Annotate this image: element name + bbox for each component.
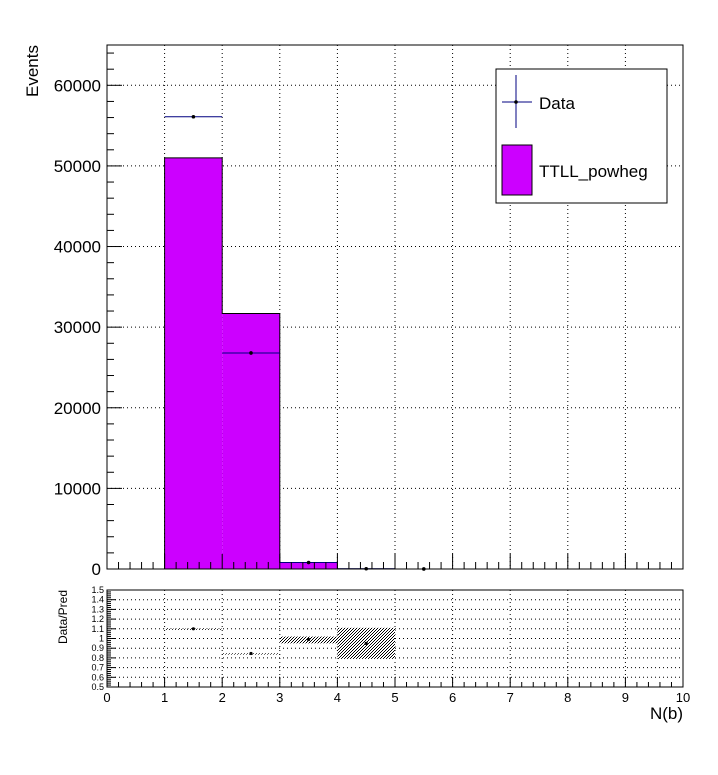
x-tick-label: 6 [449, 690, 456, 705]
x-tick-label: 7 [507, 690, 514, 705]
x-tick-label: 9 [622, 690, 629, 705]
main-y-tick-label: 10000 [54, 479, 101, 498]
x-tick-label: 3 [276, 690, 283, 705]
main-y-tick-label: 20000 [54, 399, 101, 418]
legend-data-label: Data [539, 94, 575, 113]
x-tick-label: 4 [334, 690, 341, 705]
histogram-bar [222, 313, 280, 569]
ratio-point [364, 641, 368, 645]
legend-ttll-swatch [501, 144, 533, 196]
legend: Data TTLL_powheg [495, 68, 668, 204]
main-axis-ticks [106, 52, 684, 570]
ratio-y-tick-label: 1 [99, 634, 104, 644]
ratio-y-tick-label: 0.5 [91, 682, 104, 692]
mc-histogram [164, 157, 454, 570]
legend-ttll-label: TTLL_powheg [539, 162, 648, 181]
ratio-y-axis-title: Data/Pred [56, 590, 70, 644]
histogram-bar [279, 562, 338, 569]
ratio-point [191, 627, 195, 631]
data-point [306, 560, 311, 565]
x-tick-label: 10 [676, 690, 690, 705]
ratio-y-tick-label: 0.6 [91, 672, 104, 682]
ratio-y-tick-label: 0.7 [91, 663, 104, 673]
main-panel: 0 10000 20000 30000 40000 50000 60000 Events D… [23, 44, 684, 579]
ratio-axis-ticks [106, 589, 684, 688]
ratio-y-tick-label: 1.3 [91, 604, 104, 614]
data-point [191, 114, 196, 119]
ratio-y-tick-label: 1.4 [91, 595, 104, 605]
main-y-tick-labels: 0 10000 20000 30000 40000 50000 60000 [54, 76, 101, 579]
ratio-uncertainty-bands [164, 627, 395, 659]
ratio-y-tick-label: 1.5 [91, 585, 104, 595]
main-y-tick-label: 40000 [54, 238, 101, 257]
x-tick-label: 5 [391, 690, 398, 705]
legend-data-marker [502, 75, 532, 128]
x-tick-label: 2 [219, 690, 226, 705]
main-y-tick-label: 60000 [54, 76, 101, 95]
main-y-tick-label: 30000 [54, 318, 101, 337]
ratio-y-tick-label: 1.2 [91, 614, 104, 624]
x-axis-title: N(b) [650, 704, 683, 723]
ratio-y-tick-label: 1.1 [91, 624, 104, 634]
histogram-bar [164, 157, 223, 569]
ratio-y-tick-label: 0.8 [91, 653, 104, 663]
ratio-point [249, 651, 253, 656]
main-y-tick-label: 50000 [54, 157, 101, 176]
data-point [249, 351, 253, 355]
ratio-y-tick-labels: 0.50.60.70.80.911.11.21.31.41.5 [91, 585, 104, 692]
main-y-axis-title: Events [23, 45, 42, 97]
x-tick-label: 1 [161, 690, 168, 705]
x-tick-labels: 0 1 2 3 4 5 6 7 8 9 10 [103, 690, 690, 705]
main-y-tick-label: 0 [92, 560, 101, 579]
ratio-y-tick-label: 0.9 [91, 643, 104, 653]
ratio-point [307, 637, 311, 642]
x-tick-label: 0 [103, 690, 110, 705]
x-tick-label: 8 [564, 690, 571, 705]
ratio-points [191, 627, 368, 656]
